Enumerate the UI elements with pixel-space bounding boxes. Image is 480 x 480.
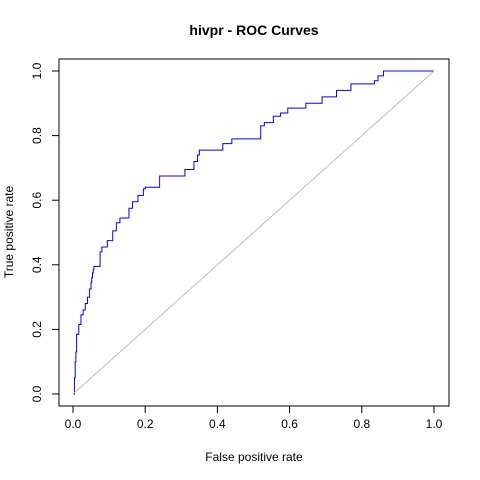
y-tick-label: 0.0 xyxy=(30,385,44,402)
x-tick-label: 0.0 xyxy=(65,417,82,431)
x-tick-label: 0.4 xyxy=(209,417,226,431)
y-tick-label: 0.8 xyxy=(30,127,44,144)
x-tick-label: 1.0 xyxy=(426,417,443,431)
diagonal-reference-line xyxy=(72,70,435,395)
y-tick-label: 1.0 xyxy=(30,62,44,79)
x-tick-label: 0.6 xyxy=(281,417,298,431)
x-tick-label: 0.8 xyxy=(353,417,370,431)
plot-frame xyxy=(58,58,450,407)
y-axis-label: True positive rate xyxy=(2,186,16,279)
plot-area xyxy=(72,70,435,395)
chart-title: hivpr - ROC Curves xyxy=(189,22,318,38)
x-tick-label: 0.2 xyxy=(137,417,154,431)
axis-ticks: 0.0 0.2 0.4 0.6 0.8 1.0 0.0 0.2 0.4 0.6 0.8 1.0 xyxy=(30,62,443,431)
roc-curve-line xyxy=(73,70,434,395)
y-tick-label: 0.4 xyxy=(30,256,44,273)
x-axis-label: False positive rate xyxy=(205,450,303,464)
y-tick-label: 0.2 xyxy=(30,321,44,338)
y-tick-label: 0.6 xyxy=(30,192,44,209)
